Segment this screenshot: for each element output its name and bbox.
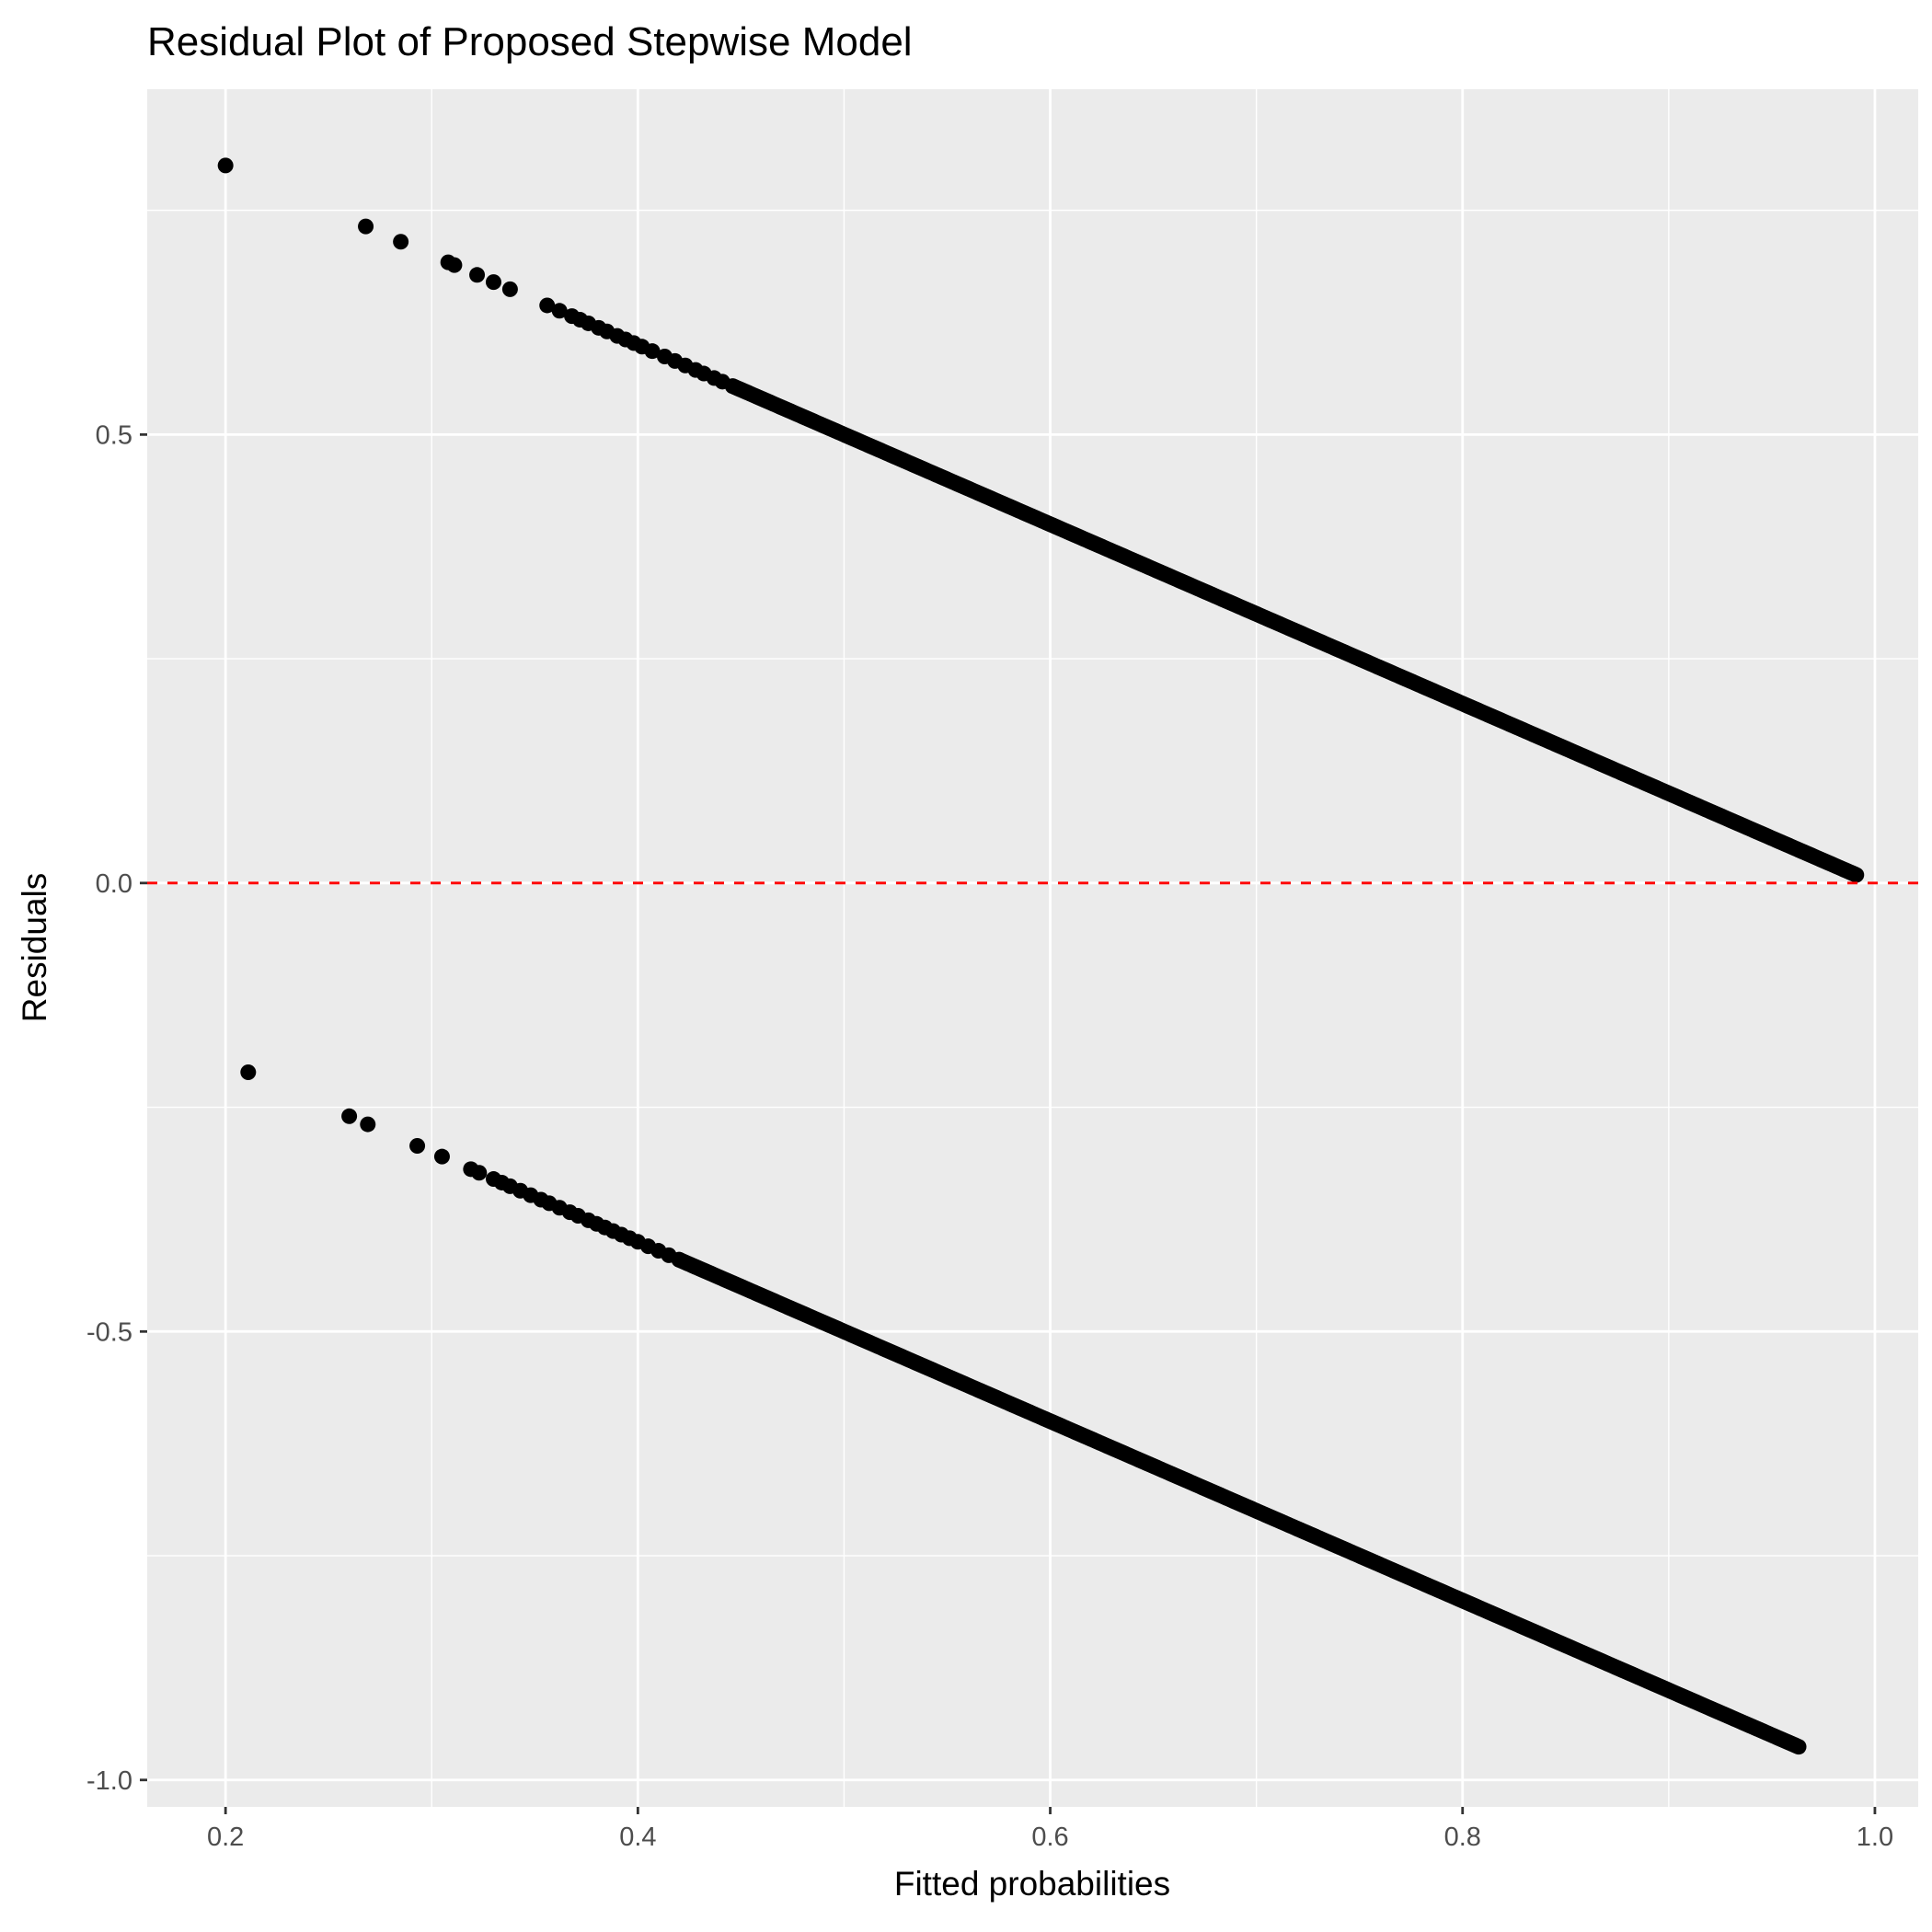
data-point <box>409 1137 426 1154</box>
y-tick-label: 0.5 <box>96 420 132 450</box>
x-tick-label: 0.8 <box>1444 1823 1481 1852</box>
x-tick-label: 0.6 <box>1031 1823 1068 1852</box>
x-tick-label: 1.0 <box>1857 1823 1893 1852</box>
y-tick-label: -1.0 <box>86 1766 132 1796</box>
data-point <box>358 218 374 235</box>
data-points <box>217 157 1865 1755</box>
data-point <box>393 234 409 250</box>
data-point <box>501 281 518 297</box>
data-point <box>469 267 486 283</box>
data-point <box>446 257 463 273</box>
minor-gridlines <box>147 89 1918 1807</box>
x-axis-title: Fitted probabilities <box>894 1865 1170 1903</box>
data-point <box>471 1165 488 1181</box>
data-point <box>341 1108 358 1124</box>
chart-title: Residual Plot of Proposed Stepwise Model <box>147 19 913 64</box>
data-point <box>485 274 501 291</box>
data-point <box>644 343 661 360</box>
x-axis: 0.2 0.4 0.6 0.8 1.0 <box>207 1807 1893 1852</box>
data-point <box>1848 867 1865 883</box>
data-point <box>360 1116 376 1133</box>
x-tick-label: 0.4 <box>619 1823 656 1852</box>
plot-panel <box>147 89 1918 1807</box>
x-tick-label: 0.2 <box>207 1823 244 1852</box>
data-point <box>1790 1739 1807 1755</box>
data-point <box>551 303 568 319</box>
major-gridlines <box>147 89 1918 1807</box>
data-point <box>539 297 556 314</box>
y-axis-title: Residuals <box>16 873 53 1022</box>
y-tick-label: -0.5 <box>86 1317 132 1347</box>
data-point <box>240 1064 257 1081</box>
data-point <box>217 157 234 174</box>
y-axis: -1.0 -0.5 0.0 0.5 <box>86 420 147 1796</box>
data-point <box>433 1148 450 1165</box>
y-tick-label: 0.0 <box>96 869 132 899</box>
